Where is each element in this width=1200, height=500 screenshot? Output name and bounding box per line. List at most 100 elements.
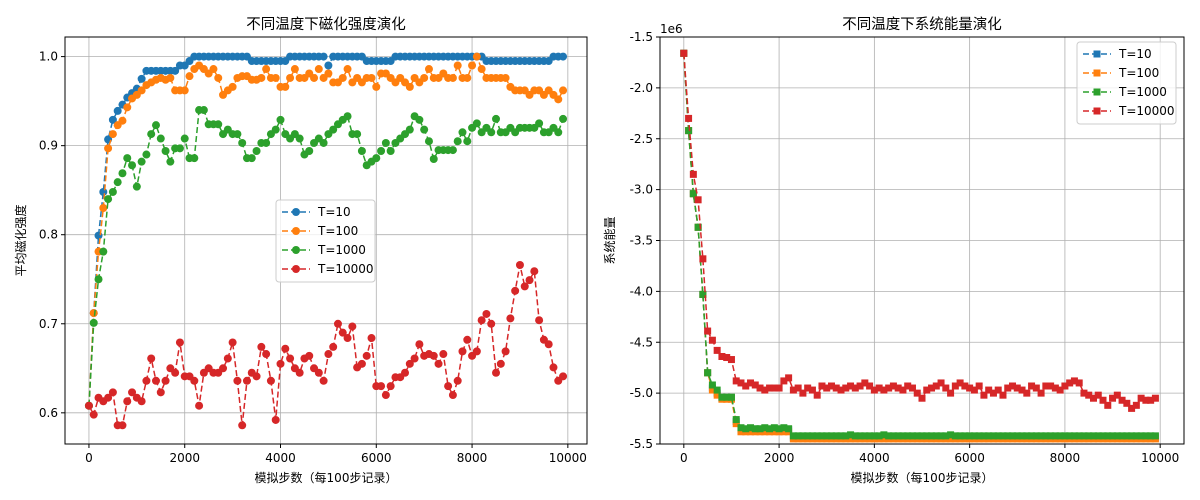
data-point <box>123 397 132 406</box>
data-point <box>699 255 707 263</box>
data-point <box>999 391 1007 399</box>
data-point <box>985 386 993 394</box>
data-point <box>880 386 888 394</box>
data-point <box>214 73 223 82</box>
data-point <box>918 394 926 402</box>
data-point <box>737 428 745 436</box>
data-point <box>942 432 950 440</box>
x-tick-label: 0 <box>680 451 688 465</box>
series-T=10000 <box>680 49 1159 412</box>
data-point <box>429 351 438 360</box>
legend-label: T=10 <box>1118 47 1152 61</box>
series-T=1000 <box>84 106 568 410</box>
data-point <box>818 382 826 390</box>
data-point <box>685 114 693 122</box>
data-point <box>747 424 755 432</box>
data-point <box>1142 396 1150 404</box>
data-point <box>559 114 568 123</box>
data-point <box>1113 432 1121 440</box>
legend-label: T=1000 <box>317 243 366 257</box>
data-point <box>1037 432 1045 440</box>
data-point <box>937 379 945 387</box>
legend-marker <box>1093 107 1101 115</box>
data-point <box>463 335 472 344</box>
data-point <box>99 187 108 196</box>
data-point <box>257 73 266 82</box>
data-point <box>1018 432 1026 440</box>
legend-marker <box>292 246 300 254</box>
data-point <box>694 196 702 204</box>
data-point <box>761 428 769 436</box>
data-point <box>713 386 721 394</box>
data-point <box>804 432 812 440</box>
data-point <box>727 356 735 364</box>
x-tick-label: 10000 <box>549 451 587 465</box>
data-point <box>837 386 845 394</box>
data-point <box>262 350 271 359</box>
data-point <box>932 432 940 440</box>
data-point <box>989 432 997 440</box>
data-point <box>1061 432 1069 440</box>
data-point <box>875 432 883 440</box>
data-point <box>113 106 122 115</box>
data-point <box>1066 379 1074 387</box>
data-point <box>823 432 831 440</box>
data-point <box>190 154 199 163</box>
data-point <box>1009 382 1017 390</box>
data-point <box>1128 432 1136 440</box>
data-point <box>928 384 936 392</box>
data-point <box>889 432 897 440</box>
data-point <box>415 115 424 124</box>
data-point <box>367 334 376 343</box>
data-point <box>770 384 778 392</box>
data-point <box>808 432 816 440</box>
data-point <box>444 382 453 391</box>
data-point <box>128 388 137 397</box>
data-point <box>108 187 117 196</box>
data-point <box>1075 379 1083 387</box>
y-tick-label: -5.5 <box>630 437 653 451</box>
data-point <box>704 369 712 377</box>
data-point <box>185 72 194 81</box>
data-point <box>1066 432 1074 440</box>
data-point <box>559 86 568 95</box>
data-point <box>870 432 878 440</box>
data-point <box>713 391 721 399</box>
y-tick-label: 0.7 <box>39 317 58 331</box>
data-point <box>756 425 764 433</box>
data-point <box>175 338 184 347</box>
data-point <box>1099 396 1107 404</box>
legend-marker <box>1093 50 1101 58</box>
data-point <box>147 130 156 139</box>
data-point <box>472 347 481 356</box>
x-axis-label: 模拟步数（每100步记录） <box>255 470 398 485</box>
data-point <box>372 154 381 163</box>
data-point <box>1070 377 1078 385</box>
data-point <box>310 73 319 82</box>
data-point <box>961 382 969 390</box>
data-point <box>123 103 132 112</box>
data-point <box>377 146 386 155</box>
data-point <box>1123 399 1131 407</box>
data-point <box>951 432 959 440</box>
legend-marker <box>292 208 300 216</box>
data-point <box>487 128 496 137</box>
data-point <box>492 368 501 377</box>
data-point <box>813 432 821 440</box>
data-point <box>708 386 716 394</box>
data-point <box>999 432 1007 440</box>
data-point <box>506 314 515 323</box>
data-point <box>885 384 893 392</box>
data-point <box>338 328 347 337</box>
data-point <box>1032 384 1040 392</box>
legend-label: T=10000 <box>317 262 374 276</box>
data-point <box>1109 432 1117 440</box>
data-point <box>747 379 755 387</box>
data-point <box>851 384 859 392</box>
data-point <box>104 195 113 204</box>
data-point <box>847 435 855 443</box>
data-point <box>128 161 137 170</box>
data-point <box>994 432 1002 440</box>
data-point <box>932 382 940 390</box>
data-point <box>113 178 122 187</box>
